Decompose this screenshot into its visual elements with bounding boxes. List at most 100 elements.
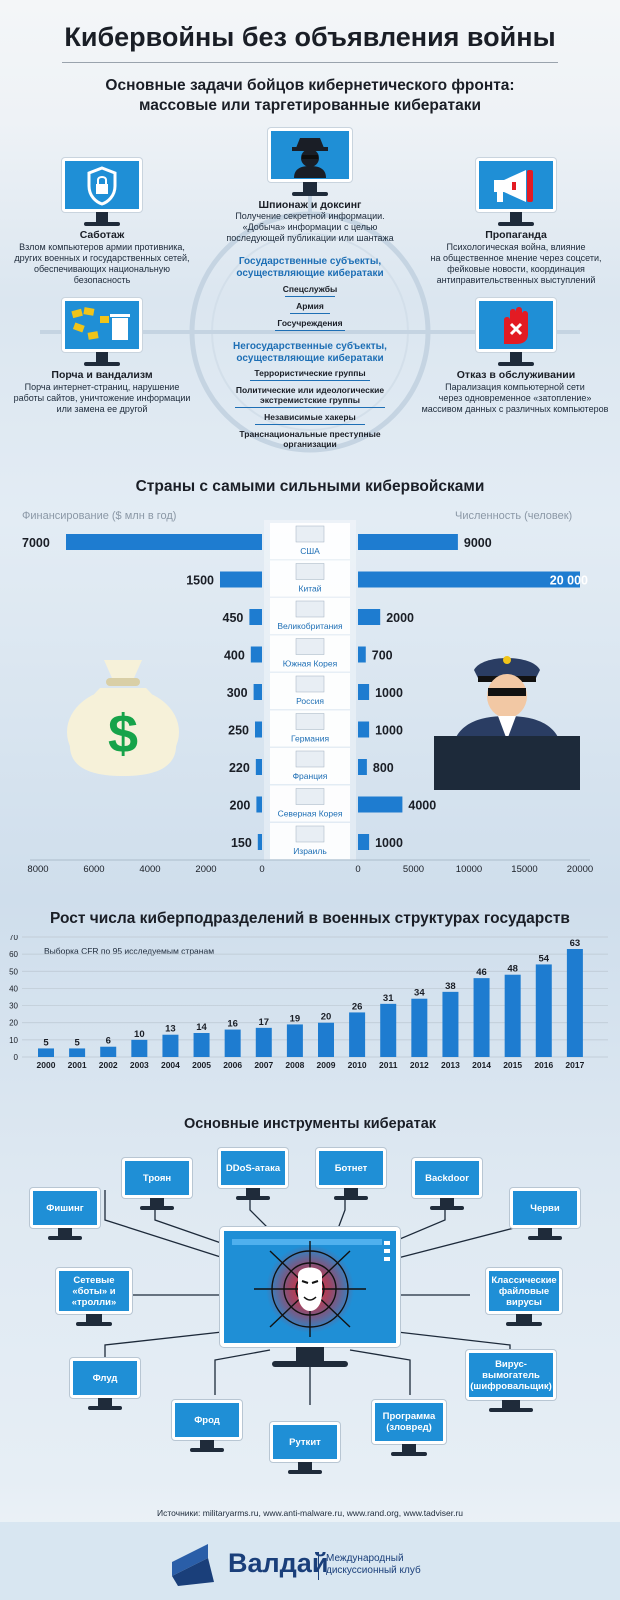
personnel-bar [358,646,366,663]
divider [250,380,370,381]
personnel-value-label: 20 000 [550,574,588,588]
funding-value-label: 150 [231,836,252,850]
growth-bar [442,991,459,1057]
espionage-desc: Получение секретной информации. «Добыча»… [226,211,394,243]
svg-text:$: $ [108,704,138,764]
growth-bar [255,1027,272,1057]
spider-web-icon [232,1239,390,1337]
y-tick-label: 60 [9,950,18,959]
flag-icon [295,675,325,693]
nonstate-actor-item: Транснациональные преступные организации [239,429,381,449]
nonstate-actor-item: Политические или идеологические экстреми… [235,385,385,405]
tool-ransomware: Вирус-вымогатель (шифровальщик) [466,1350,556,1412]
funding-tick-label: 0 [259,864,264,875]
country-name: Великобритания [277,621,343,631]
sources-line: Источники: militaryarms.ru, www.anti-mal… [156,1508,464,1518]
funding-tick-label: 6000 [83,864,104,875]
espionage-monitor [268,128,352,196]
nonstate-actor-item: Террористические группы [254,368,366,378]
growth-value-label: 34 [414,988,425,999]
sabotage-desc: Взлом компьютеров армии противника, друг… [14,242,190,285]
growth-value-label: 31 [383,993,394,1004]
funding-value-label: 450 [223,611,244,625]
growth-value-label: 26 [352,1001,363,1012]
flag-icon [295,750,325,768]
year-label: 2007 [254,1060,273,1070]
page-subtitle: Основные задачи бойцов кибернетического … [0,76,620,116]
funding-value-label: 400 [224,649,245,663]
megaphone-icon [494,170,533,202]
tool-file-viruses: Классические файловые вирусы [486,1268,562,1326]
growth-bar [131,1039,148,1057]
growth-bar [535,964,552,1057]
footer [0,1522,620,1600]
tool-malware: Программа (зловред) [372,1400,446,1456]
divider [235,407,385,408]
personnel-tick-label: 5000 [403,864,424,875]
state-actors-title: Государственные субъекты, осуществляющие… [236,256,384,279]
funding-value-label: 220 [229,761,250,775]
nonstate-actor-item: Независимые хакеры [264,412,356,422]
footer-brand: Валдай [228,1548,329,1578]
dos-monitor [476,298,556,366]
growth-bar [69,1048,86,1057]
sabotage-monitor [62,158,142,226]
year-label: 2014 [472,1060,491,1070]
trash-files-icon [71,307,130,340]
year-label: 2006 [223,1060,242,1070]
personnel-axis-label: Численность (человек) [455,510,573,522]
year-label: 2000 [37,1060,56,1070]
growth-bar [504,974,521,1057]
cyber-officer-icon [434,656,580,790]
funding-tick-label: 8000 [27,864,48,875]
flag-icon [295,525,325,543]
funding-bar [257,834,262,850]
tool-phishing: Фишинг [30,1188,100,1240]
footer-divider [318,1552,319,1580]
country-name: Франция [293,771,328,781]
funding-tick-label: 2000 [195,864,216,875]
year-label: 2002 [99,1060,118,1070]
growth-value-label: 16 [227,1019,238,1030]
divider [255,424,365,425]
growth-bar [380,1003,397,1057]
state-actor-item: Спецслужбы [282,284,338,294]
funding-value-label: 300 [227,686,248,700]
personnel-bar [358,759,367,775]
tools-section-title: Основные инструменты кибератак [183,1116,437,1132]
funding-bar [250,646,262,663]
sabotage-title: Саботаж [79,229,125,241]
tool-rootkit: Руткит [270,1422,340,1474]
flag-icon [295,713,325,730]
country-name: Россия [296,696,324,706]
flag-icon [295,788,325,805]
tool-backdoor: Backdoor [412,1158,482,1210]
personnel-value-label: 1000 [375,686,403,700]
personnel-tick-label: 10000 [456,864,482,875]
year-label: 2013 [441,1060,460,1070]
country-name: Северная Корея [278,809,343,819]
dos-title: Отказ в обслуживании [456,369,576,381]
state-actor-item: Армия [296,301,324,311]
year-label: 2004 [161,1060,180,1070]
divider [275,330,345,331]
growth-value-label: 5 [74,1037,80,1048]
personnel-bar [358,796,403,813]
tool-worms: Черви [510,1188,580,1240]
year-label: 2012 [410,1060,429,1070]
growth-value-label: 20 [321,1012,332,1023]
personnel-value-label: 1000 [375,836,403,850]
growth-value-label: 10 [134,1029,145,1040]
propaganda-title: Пропаганда [485,229,547,241]
growth-bar [318,1022,334,1057]
divider [290,313,330,314]
year-label: 2010 [348,1060,367,1070]
growth-value-label: 13 [165,1024,176,1035]
funding-value-label: 1500 [186,574,214,588]
funding-value-label: 250 [228,724,249,738]
title-divider [62,62,558,63]
flag-icon [295,638,325,655]
espionage-title: Шпионаж и доксинг [258,199,362,211]
personnel-value-label: 2000 [386,611,414,625]
